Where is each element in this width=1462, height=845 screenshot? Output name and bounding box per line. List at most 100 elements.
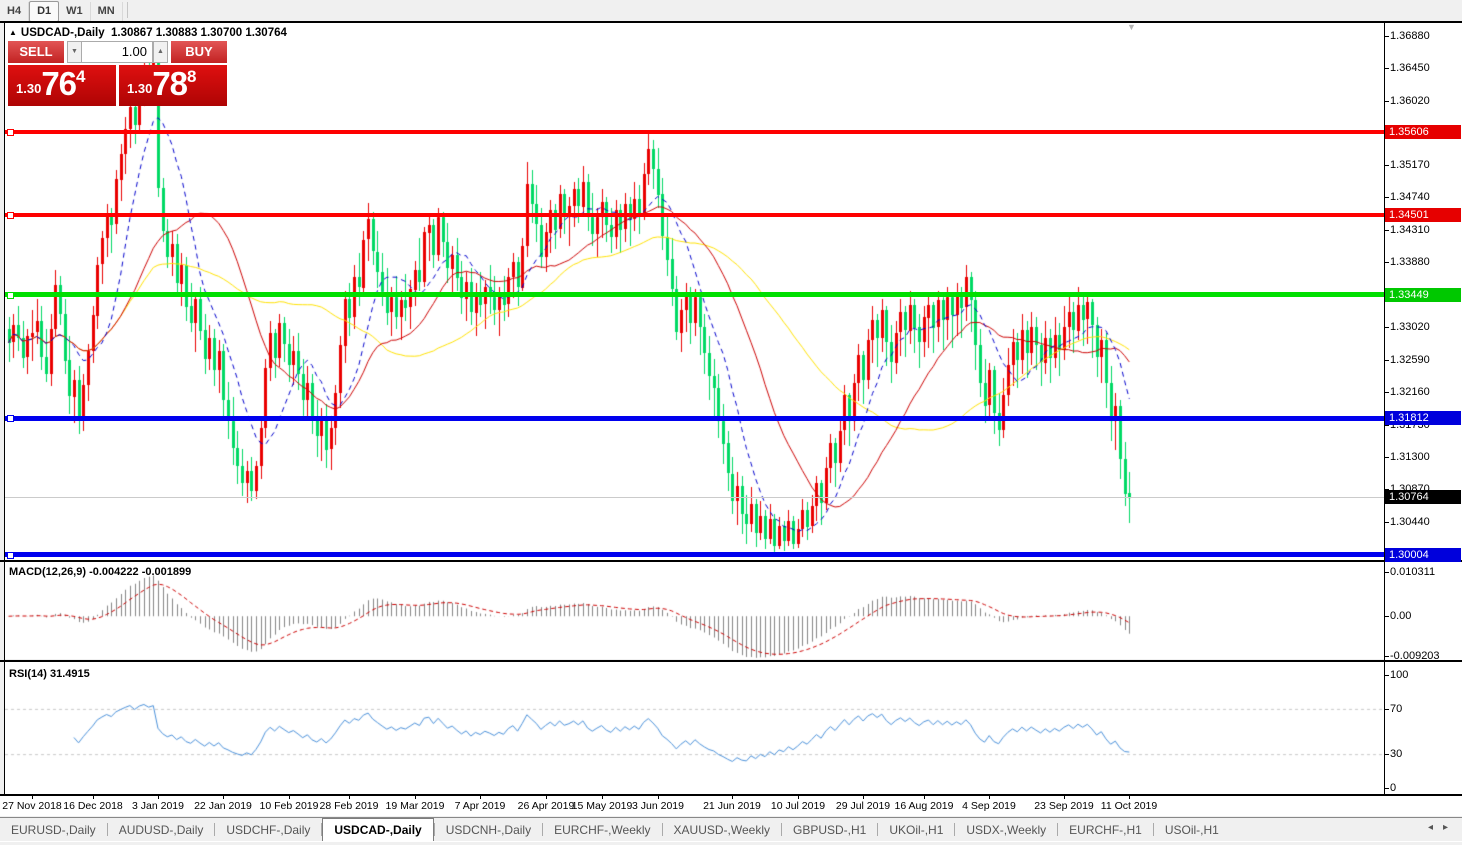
date-tickmark: [732, 796, 733, 799]
hline-handle[interactable]: [7, 129, 14, 137]
tab-scroll-left-icon[interactable]: ◂: [1427, 822, 1433, 833]
sell-price-point: 4: [76, 67, 86, 86]
sell-price-tile[interactable]: 1.30764: [8, 65, 116, 106]
date-label-22-Jan-2019: 22 Jan 2019: [194, 800, 252, 812]
tab-separator: [321, 823, 323, 837]
price-tick-1.34740: 1.34740: [1390, 191, 1430, 203]
date-tickmark: [924, 796, 925, 799]
volume-increase-button[interactable]: ▲: [153, 41, 168, 63]
rsi-tick-30-tickmark: [1384, 754, 1389, 755]
chart-symbol-label: USDCAD-,Daily: [20, 27, 105, 39]
chart-tab-audusd-daily[interactable]: AUDUSD-,Daily: [118, 823, 204, 837]
price-tick-1.35170: 1.35170: [1390, 159, 1430, 171]
chart-tab-xauusd-weekly[interactable]: XAUUSD-,Weekly: [673, 823, 770, 837]
hline-handle[interactable]: [7, 415, 14, 423]
chart-tab-usdcnh-daily[interactable]: USDCNH-,Daily: [445, 823, 532, 837]
chevron-down-icon: ▼: [71, 48, 78, 55]
date-label-4-Sep-2019: 4 Sep 2019: [962, 800, 1016, 812]
chart-ohlc-values: 1.30867 1.30883 1.30700 1.30764: [111, 27, 287, 39]
collapse-icon[interactable]: ▲: [9, 28, 17, 37]
timeframe-toolbar: H4 D1 W1 MN: [0, 0, 1462, 22]
chart-tab-gbpusd-h1[interactable]: GBPUSD-,H1: [793, 823, 867, 837]
rsi-pane-separator[interactable]: [0, 660, 1462, 662]
date-label-27-Nov-2018: 27 Nov 2018: [2, 800, 62, 812]
date-tickmark: [223, 796, 224, 799]
date-tickmark: [989, 796, 990, 799]
hline-1.30004[interactable]: [5, 551, 1384, 559]
macd-indicator-canvas[interactable]: [5, 564, 1384, 659]
date-label-15-May-2019: 15 May 2019: [571, 800, 633, 812]
hline-1.34501[interactable]: [5, 212, 1384, 220]
date-label-3-Jan-2019: 3 Jan 2019: [132, 800, 184, 812]
volume-input[interactable]: 1.00: [81, 41, 153, 63]
chart-left-border: [4, 21, 5, 796]
date-tickmark: [480, 796, 481, 799]
price-tick-1.33020-tickmark: [1384, 327, 1389, 328]
macd-tick-0.00-tickmark: [1384, 616, 1389, 617]
price-tick-1.32590: 1.32590: [1390, 354, 1430, 366]
chart-shift-marker-icon[interactable]: ▼: [1127, 22, 1136, 32]
buy-price-pips: 78: [152, 65, 188, 102]
date-label-29-Jul-2019: 29 Jul 2019: [835, 800, 891, 812]
price-tick-1.31730-tickmark: [1384, 425, 1389, 426]
toolbar-separator: [126, 1, 128, 18]
date-tickmark: [546, 796, 547, 799]
timeframe-button-mn[interactable]: MN: [91, 2, 123, 21]
chart-tab-ukoil-h1[interactable]: UKOil-,H1: [889, 823, 944, 837]
date-label-10-Feb-2019: 10 Feb 2019: [259, 800, 319, 812]
price-badge-1.35606: 1.35606: [1385, 125, 1461, 139]
date-label-26-Apr-2019: 26 Apr 2019: [517, 800, 575, 812]
candlestick-chart-canvas[interactable]: [5, 22, 1384, 560]
macd-pane-separator[interactable]: [0, 560, 1462, 562]
chart-tab-usdchf-daily[interactable]: USDCHF-,Daily: [226, 823, 311, 837]
tab-separator: [954, 823, 956, 837]
date-label-21-Jun-2019: 21 Jun 2019: [703, 800, 761, 812]
date-label-16-Aug-2019: 16 Aug 2019: [894, 800, 954, 812]
date-tickmark: [798, 796, 799, 799]
date-tickmark: [158, 796, 159, 799]
chart-tab-usdcad-daily[interactable]: USDCAD-,Daily: [322, 818, 434, 842]
sell-price-pips: 76: [41, 65, 77, 102]
chart-tab-eurusd-daily[interactable]: EURUSD-,Daily: [11, 823, 96, 837]
timeframe-button-w1[interactable]: W1: [59, 2, 91, 21]
chart-tab-eurchf-weekly[interactable]: EURCHF-,Weekly: [554, 823, 651, 837]
date-tickmark: [289, 796, 290, 799]
timeframe-button-h4[interactable]: H4: [0, 2, 30, 21]
hline-1.33449[interactable]: [5, 291, 1384, 299]
macd-tick--0.009203: -0.009203: [1390, 650, 1440, 662]
date-label-28-Feb-2019: 28 Feb 2019: [319, 800, 379, 812]
date-tickmark: [349, 796, 350, 799]
hline-handle[interactable]: [7, 212, 14, 220]
hline-1.31812[interactable]: [5, 415, 1384, 423]
hline-handle[interactable]: [7, 291, 14, 299]
price-tick-1.33020: 1.33020: [1390, 321, 1430, 333]
rsi-tick-0: 0: [1390, 782, 1397, 794]
buy-button[interactable]: BUY: [171, 41, 227, 63]
price-badge-1.34501: 1.34501: [1385, 208, 1461, 222]
chart-tab-usdx-weekly[interactable]: USDX-,Weekly: [966, 823, 1047, 837]
price-tick-1.32160-tickmark: [1384, 392, 1389, 393]
hline-1.35606[interactable]: [5, 129, 1384, 137]
date-tickmark: [415, 796, 416, 799]
tab-scroll-right-icon[interactable]: ▸: [1442, 822, 1448, 833]
date-tickmark: [1064, 796, 1065, 799]
chart-tab-usoil-h1[interactable]: USOil-,H1: [1164, 823, 1219, 837]
tab-separator: [106, 823, 108, 837]
price-tick-1.36450: 1.36450: [1390, 62, 1430, 74]
sell-button[interactable]: SELL: [8, 41, 64, 63]
macd-label: MACD(12,26,9) -0.004222 -0.001899: [9, 566, 192, 578]
price-tick-1.36880: 1.36880: [1390, 30, 1430, 42]
date-label-23-Sep-2019: 23 Sep 2019: [1034, 800, 1094, 812]
price-tick-1.30440: 1.30440: [1390, 516, 1430, 528]
volume-decrease-button[interactable]: ▼: [67, 41, 82, 63]
rsi-indicator-canvas[interactable]: [5, 664, 1384, 794]
timeframe-button-d1[interactable]: D1: [29, 1, 60, 22]
price-badge-1.30004: 1.30004: [1385, 548, 1461, 562]
date-label-11-Oct-2019: 11 Oct 2019: [1100, 800, 1158, 812]
hline-handle[interactable]: [7, 551, 14, 559]
rsi-tick-30: 30: [1390, 748, 1403, 760]
buy-price-tile[interactable]: 1.30788: [119, 65, 227, 106]
chart-tab-eurchf-h1[interactable]: EURCHF-,H1: [1069, 823, 1142, 837]
price-tick-1.30870-tickmark: [1384, 489, 1389, 490]
